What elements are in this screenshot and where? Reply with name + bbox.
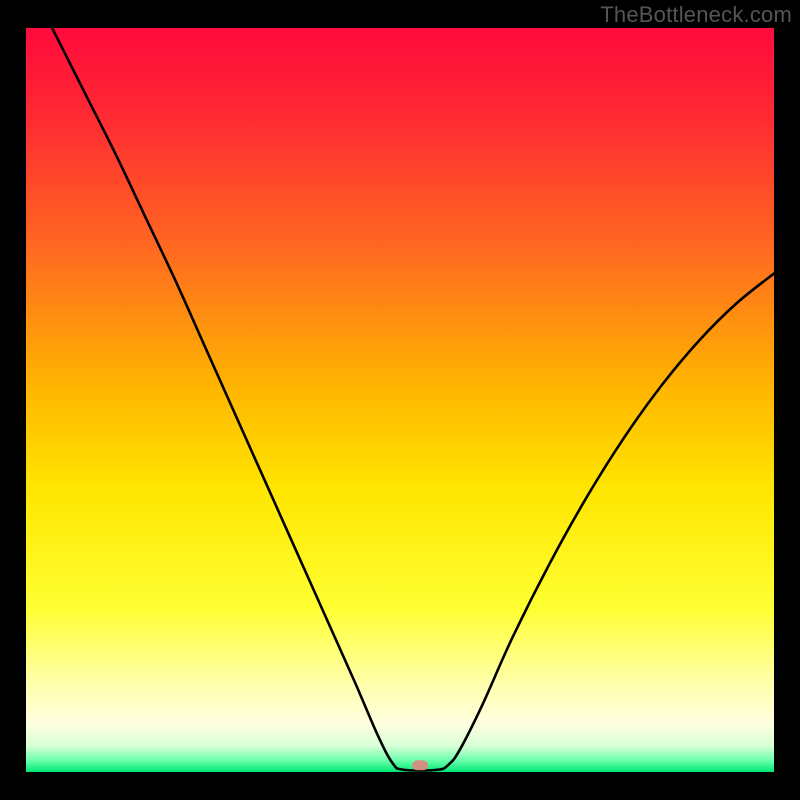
plot-background	[26, 28, 774, 772]
bottleneck-chart	[0, 0, 800, 800]
chart-container: TheBottleneck.com	[0, 0, 800, 800]
optimal-marker	[412, 760, 428, 770]
watermark-text: TheBottleneck.com	[600, 2, 792, 28]
